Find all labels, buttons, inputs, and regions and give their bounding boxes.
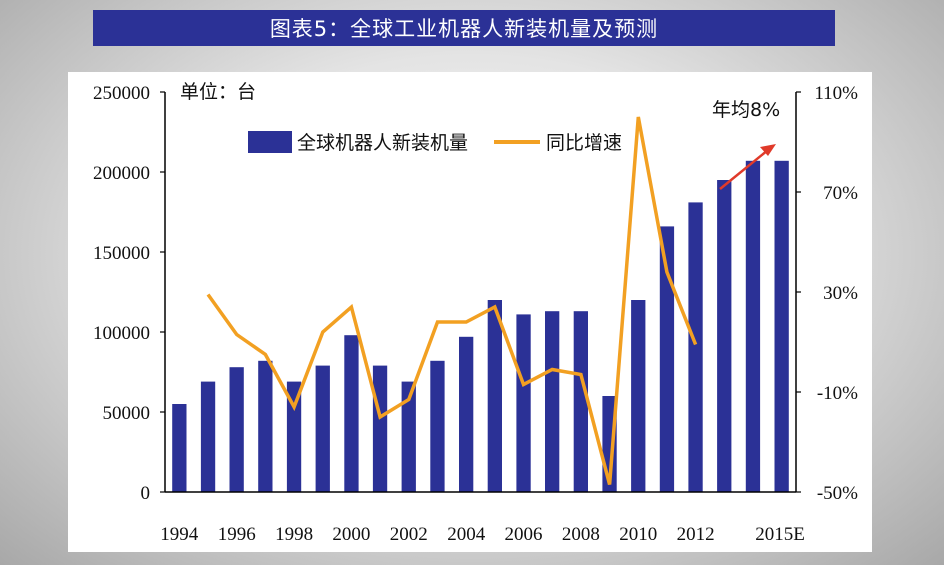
x-tick-label: 2000 [332, 524, 370, 545]
x-tick-label: 1998 [275, 524, 313, 545]
left-tick-label: 0 [141, 483, 151, 504]
bar-2002 [401, 381, 416, 492]
bar-2000 [344, 335, 359, 492]
bar-1997 [258, 360, 273, 492]
right-tick-label: -10% [817, 383, 858, 404]
chart-title-banner: 图表5：全球工业机器人新装机量及预测 [93, 10, 835, 46]
bar-2004 [459, 336, 474, 492]
bar-2001 [372, 365, 388, 492]
bar-2005 [487, 300, 502, 492]
left-tick-label: 150000 [93, 243, 150, 264]
bar-1998 [286, 381, 302, 492]
growth-line-layer [206, 116, 698, 485]
left-axis-ticks: 250000 200000 150000 100000 50000 0 [93, 83, 165, 504]
bars-layer [172, 160, 789, 493]
right-axis-ticks: 110% 70% 30% -10% -50% [796, 83, 858, 504]
bar-2008 [573, 311, 588, 492]
annotation-arrow-head [760, 144, 776, 156]
left-tick-label: 200000 [93, 163, 150, 184]
growth-rate-line [206, 116, 698, 485]
legend: 全球机器人新装机量 同比增速 [248, 131, 622, 154]
chart-panel: 250000 200000 150000 100000 50000 0 110% 70% 30… [68, 72, 872, 552]
bar-1996 [229, 367, 244, 492]
legend-line-label: 同比增速 [546, 132, 622, 154]
bar-2011 [659, 226, 675, 492]
right-tick-label: 110% [814, 83, 858, 104]
bar-2014 [745, 160, 761, 493]
bar-2007 [545, 311, 560, 492]
left-tick-label: 100000 [93, 323, 150, 344]
bar-1994 [172, 404, 187, 492]
annotation-arrow [719, 144, 776, 190]
bar-2010 [631, 300, 646, 492]
right-tick-label: -50% [817, 483, 858, 504]
bar-2012 [688, 202, 703, 492]
legend-bar-label: 全球机器人新装机量 [297, 132, 468, 154]
right-tick-label: 70% [823, 183, 858, 204]
x-axis-ticks: 1994 1996 1998 2000 2002 2004 2006 2008 2010 2012… [160, 524, 805, 545]
bar-2015E [774, 160, 789, 493]
annotation-label: 年均8% [712, 99, 780, 121]
chart-title: 图表5：全球工业机器人新装机量及预测 [269, 17, 659, 41]
bar-2013 [717, 180, 732, 492]
x-tick-label: 2006 [505, 524, 543, 545]
bar-1999 [315, 365, 330, 492]
x-tick-label: 2004 [447, 524, 486, 545]
x-tick-label: 2012 [677, 524, 715, 545]
bar-2003 [430, 360, 445, 492]
x-tick-label: 1996 [218, 524, 256, 545]
x-tick-label: 2002 [390, 524, 428, 545]
left-tick-label: 250000 [93, 83, 150, 104]
annotation-arrow-shaft [719, 149, 769, 190]
x-tick-label: 2015E [755, 524, 805, 545]
x-tick-label: 1994 [160, 524, 199, 545]
unit-label: 单位：台 [180, 81, 256, 103]
x-tick-label: 2010 [619, 524, 657, 545]
x-tick-label: 2008 [562, 524, 600, 545]
legend-bar-swatch [248, 131, 292, 153]
right-tick-label: 30% [823, 283, 858, 304]
bar-2006 [516, 314, 531, 492]
bar-1995 [200, 381, 216, 492]
left-tick-label: 50000 [103, 403, 151, 424]
chart-svg: 250000 200000 150000 100000 50000 0 110% 70% 30… [93, 81, 858, 545]
